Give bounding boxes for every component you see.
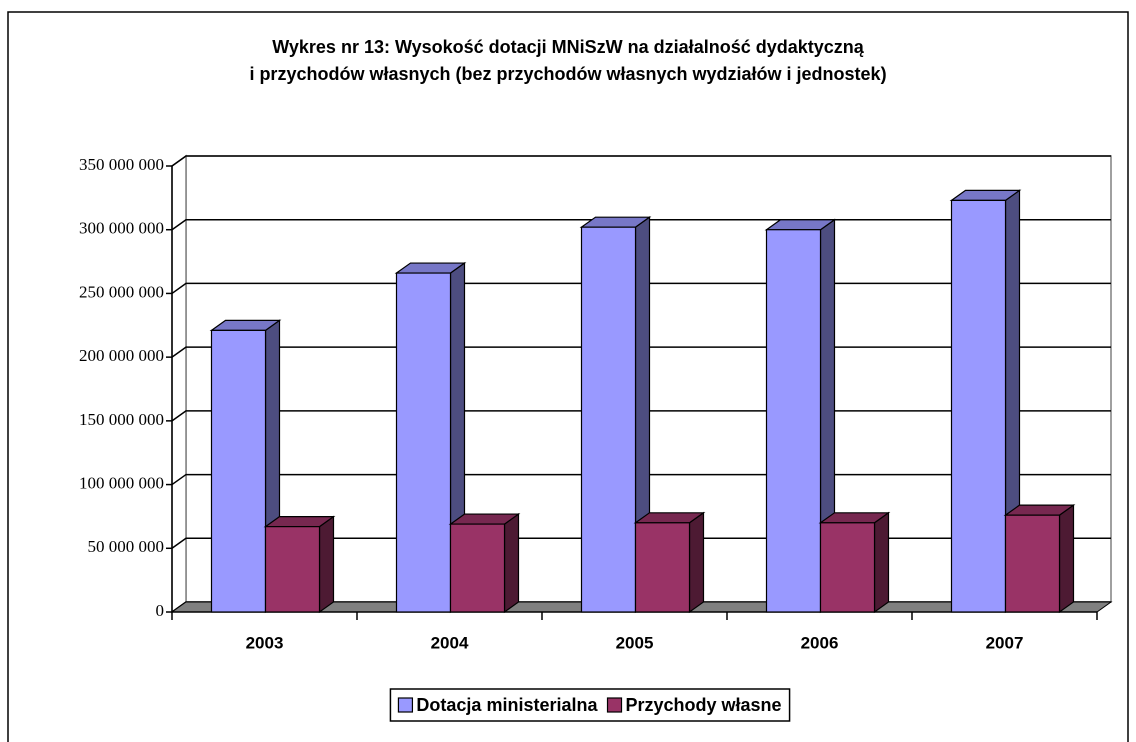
y-tick-label: 100 000 000 bbox=[79, 473, 164, 492]
y-tick-label: 250 000 000 bbox=[79, 282, 164, 301]
bar bbox=[634, 522, 691, 613]
y-tick-label: 200 000 000 bbox=[79, 346, 164, 365]
bar-side bbox=[1058, 503, 1075, 614]
chart-title: Wykres nr 13: Wysokość dotacji MNiSzW na… bbox=[272, 37, 865, 57]
bar bbox=[580, 226, 637, 613]
bar bbox=[210, 329, 267, 613]
legend-swatch bbox=[606, 697, 623, 713]
x-tick-label: 2006 bbox=[801, 633, 839, 652]
y-tick-label: 50 000 000 bbox=[88, 537, 165, 556]
y-tick-label: 350 000 000 bbox=[79, 155, 164, 174]
bar bbox=[395, 272, 452, 613]
grid-line bbox=[171, 155, 1111, 167]
x-tick-label: 2004 bbox=[431, 633, 469, 652]
bar-side bbox=[873, 511, 890, 614]
x-tick-label: 2005 bbox=[616, 633, 654, 652]
bar-side bbox=[503, 512, 520, 614]
legend-label: Przychody własne bbox=[626, 695, 782, 715]
bar-side bbox=[318, 515, 335, 614]
bar bbox=[449, 523, 506, 613]
bar bbox=[1004, 514, 1061, 613]
bar bbox=[765, 229, 822, 613]
y-tick-label: 300 000 000 bbox=[79, 219, 164, 238]
legend: Dotacja ministerialna Przychody własne bbox=[389, 688, 791, 722]
x-tick-label: 2007 bbox=[986, 633, 1024, 652]
bar bbox=[950, 199, 1007, 613]
legend-label: Dotacja ministerialna bbox=[416, 695, 598, 715]
bar-side bbox=[688, 511, 705, 614]
bar bbox=[819, 522, 876, 613]
legend-box bbox=[389, 688, 791, 722]
y-tick-label: 0 bbox=[156, 601, 165, 620]
x-tick-label: 2003 bbox=[246, 633, 284, 652]
chart-subtitle: i przychodów własnych (bez przychodów wł… bbox=[249, 64, 886, 84]
bar bbox=[264, 526, 321, 613]
y-tick-label: 150 000 000 bbox=[79, 410, 164, 429]
legend-swatch bbox=[397, 697, 414, 713]
chart-frame bbox=[7, 11, 1129, 742]
